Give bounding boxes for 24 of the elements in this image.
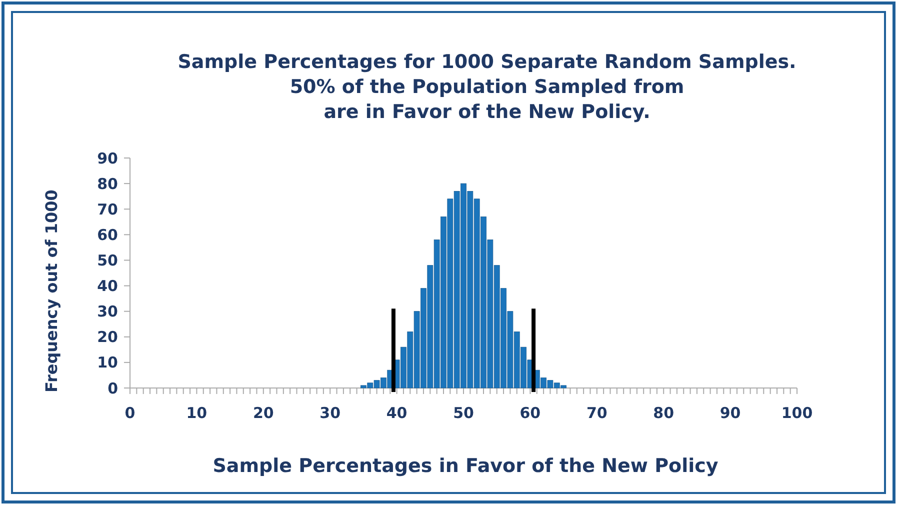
y-tick-label: 20 [97, 328, 118, 346]
y-tick-label: 90 [97, 149, 118, 168]
y-tick-label: 40 [97, 277, 118, 296]
chart-title: Sample Percentages for 1000 Separate Random Samples. 50% of the Population Sampled from are in Favor of the New Policy. [178, 51, 796, 123]
x-tick-label: 90 [720, 404, 741, 422]
x-tick-label: 70 [586, 404, 608, 422]
y-tick-label: 60 [97, 226, 118, 244]
x-tick-label: 80 [653, 404, 674, 422]
x-tick-label: 100 [781, 404, 813, 422]
y-tick-label: 30 [97, 302, 118, 321]
x-tick-label: 60 [520, 404, 541, 422]
x-axis-title: Sample Percentages in Favor of the New Policy [212, 455, 719, 477]
y-tick-label: 70 [97, 200, 118, 218]
x-tick-label: 30 [320, 404, 341, 422]
x-tick-label: 40 [386, 404, 408, 422]
x-tick-label: 50 [453, 404, 474, 422]
x-tick-label: 10 [186, 404, 208, 422]
y-tick-label: 10 [97, 354, 118, 372]
y-tick-label: 50 [97, 251, 118, 270]
y-axis-title: Frequency out of 1000 [42, 190, 61, 392]
x-tick-label: 20 [252, 404, 274, 422]
x-tick-label: 0 [124, 404, 136, 422]
y-tick-label: 0 [108, 379, 118, 398]
y-tick-label: 80 [97, 174, 118, 193]
